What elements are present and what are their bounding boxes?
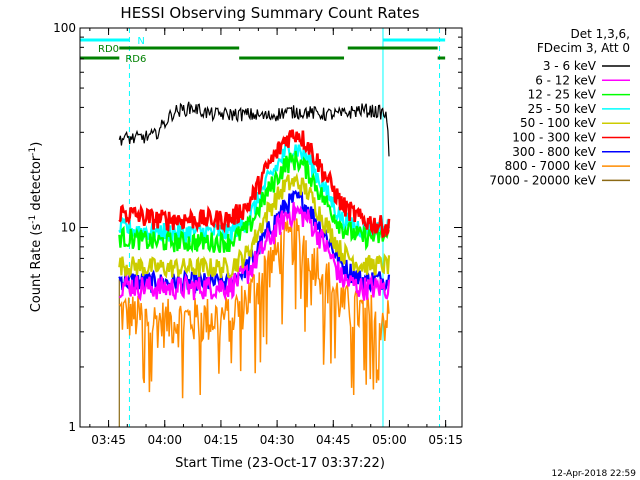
y-tick-label-1: 10 <box>61 221 76 235</box>
status-bar-label-rd6: RD6 <box>125 54 146 65</box>
x-tick-label-2: 04:15 <box>204 433 239 447</box>
legend-item-label-4: 50 - 100 keV <box>520 116 597 130</box>
y-axis-label-sup2: -1 <box>28 147 38 156</box>
legend-item-label-3: 25 - 50 keV <box>528 102 597 116</box>
footer-date: 12-Apr-2018 22:59 <box>552 469 637 479</box>
y-axis-label-tail: detector <box>29 155 44 215</box>
x-tick-label-1: 04:00 <box>147 433 182 447</box>
y-axis-label-sup: -1 <box>28 215 38 224</box>
series-line-7 <box>118 216 390 399</box>
x-axis-label: Start Time (23-Oct-17 03:37:22) <box>175 456 385 471</box>
legend-item-label-0: 3 - 6 keV <box>543 59 597 73</box>
series-line-4 <box>118 172 391 279</box>
y-axis-label-main: Count Rate (s <box>29 224 44 313</box>
x-tick-label-6: 05:15 <box>428 433 463 447</box>
legend-item-label-8: 7000 - 20000 keV <box>489 173 596 187</box>
series-line-5 <box>118 129 391 239</box>
plot-area <box>80 28 446 427</box>
chart-title: HESSI Observing Summary Count Rates <box>120 4 419 22</box>
y-tick-label-0: 1 <box>68 420 76 434</box>
y-axis-ticks: 1 10 100 <box>53 21 462 434</box>
x-tick-label-3: 04:30 <box>260 433 295 447</box>
legend-item-label-6: 300 - 800 keV <box>512 145 596 159</box>
legend-item-label-7: 800 - 7000 keV <box>505 159 597 173</box>
series-line-0 <box>118 101 390 157</box>
legend-item-label-5: 100 - 300 keV <box>512 131 596 145</box>
y-tick-label-2: 100 <box>53 21 76 35</box>
legend-item-label-1: 6 - 12 keV <box>535 73 597 87</box>
x-tick-label-0: 03:45 <box>91 433 126 447</box>
y-axis-label: Count Rate (s-1 detector-1) <box>28 142 44 313</box>
series-line-2 <box>118 150 390 254</box>
legend-header-line-2: FDecim 3, Att 0 <box>537 41 630 55</box>
y-axis-label-close: ) <box>29 142 44 147</box>
x-tick-label-4: 04:45 <box>316 433 351 447</box>
legend-header-line-1: Det 1,3,6, <box>571 27 631 41</box>
series-line-3 <box>118 142 391 244</box>
x-tick-label-5: 05:00 <box>372 433 407 447</box>
status-bar-label-rd0: RD0 <box>98 44 119 55</box>
series-line-1 <box>119 202 391 302</box>
x-axis-ticks: 03:45 04:00 04:15 04:30 04:45 05:00 05:15 <box>89 28 463 447</box>
legend-item-label-2: 12 - 25 keV <box>528 88 597 102</box>
status-bar-label-n: N <box>137 36 144 47</box>
